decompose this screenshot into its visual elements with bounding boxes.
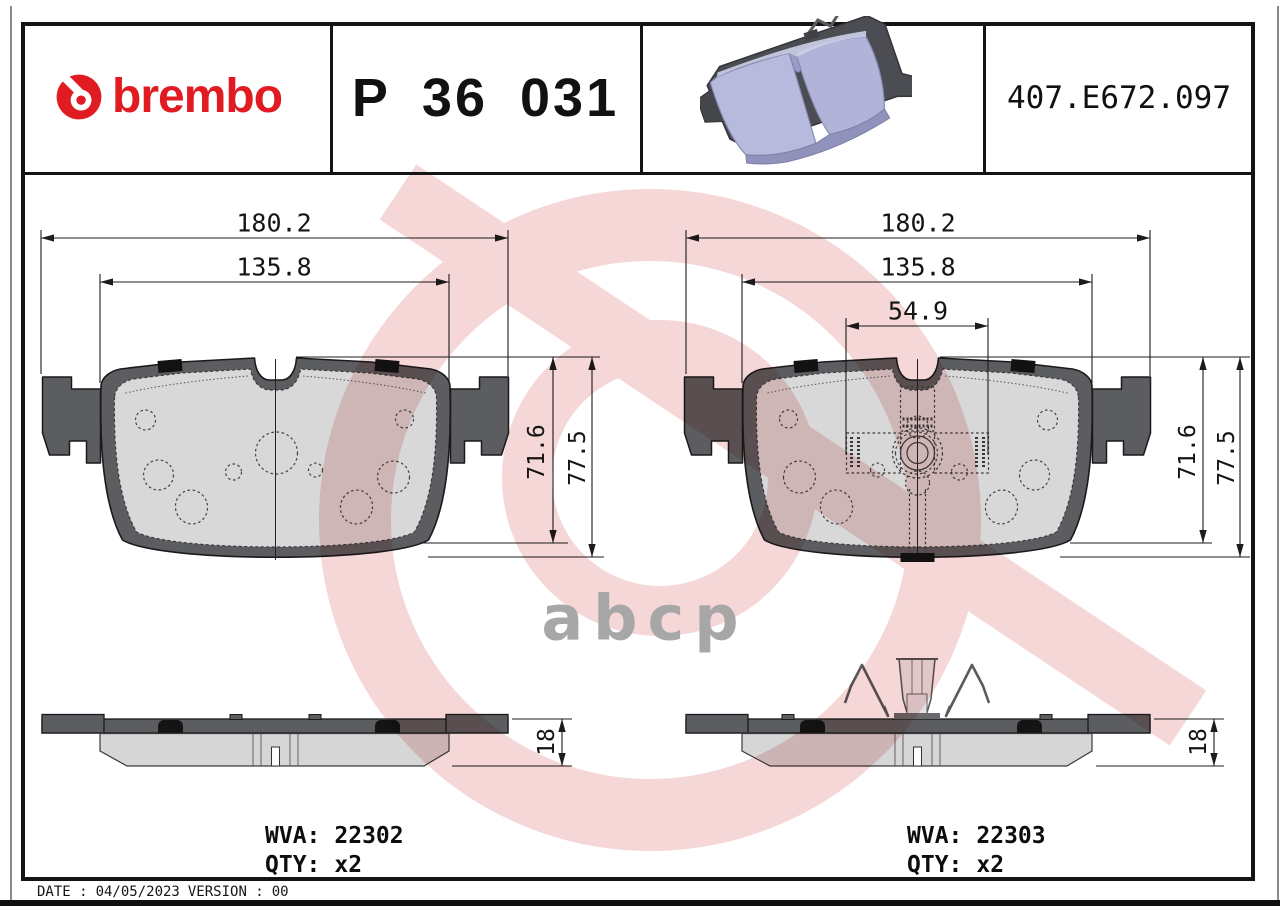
- brembo-logo-mark: [54, 72, 102, 120]
- brand-wordmark: brembo: [112, 70, 283, 123]
- page-border-right: [1277, 6, 1279, 902]
- dim-overall-height-left: 77.5: [565, 430, 591, 486]
- dim-overall-height-right: 77.5: [1214, 430, 1240, 486]
- dim-overall-width-right: 180.2: [880, 208, 956, 238]
- dim-pad-width-right: 135.8: [880, 252, 956, 282]
- footer-version-value: 00: [271, 884, 289, 900]
- header-bottom-line: [21, 172, 1255, 175]
- header-divider-2: [640, 22, 643, 174]
- dim-thickness-left: 18: [534, 728, 560, 756]
- qty-label-right: QTY:: [907, 852, 963, 878]
- qty-value-right: x2: [976, 852, 1005, 878]
- wva-value-left: 22302: [334, 823, 404, 849]
- main-box-border: [21, 22, 1255, 881]
- dim-pad-width-left: 135.8: [236, 252, 312, 282]
- reference-number: 407.E672.097: [1007, 80, 1231, 116]
- header-divider-3: [983, 22, 986, 174]
- footer-line: DATE : 04/05/2023 VERSION : 00: [37, 884, 297, 900]
- dim-pad-height-left: 71.6: [524, 424, 550, 480]
- dim-thickness-right: 18: [1186, 728, 1212, 756]
- header-divider-1: [330, 22, 333, 174]
- wva-label-left: WVA:: [265, 823, 321, 849]
- bottom-bar: [0, 900, 1280, 906]
- part-number: P 36 031: [351, 68, 620, 128]
- dim-overall-width-left: 180.2: [236, 208, 312, 238]
- product-photo-3d: [700, 16, 912, 165]
- footer-version-label: VERSION :: [187, 884, 264, 900]
- wva-block-right: WVA: 22303 QTY: x2: [907, 822, 1046, 880]
- wva-label-right: WVA:: [907, 823, 963, 849]
- qty-value-left: x2: [334, 852, 363, 878]
- page-border-left: [10, 6, 12, 902]
- footer-date-value: 04/05/2023: [95, 884, 180, 900]
- footer-date-label: DATE :: [37, 884, 88, 900]
- dim-pad-height-right: 71.6: [1175, 424, 1201, 480]
- dim-sensor-width-right: 54.9: [887, 296, 949, 326]
- qty-label-left: QTY:: [265, 852, 321, 878]
- wva-value-right: 22303: [976, 823, 1046, 849]
- wva-block-left: WVA: 22302 QTY: x2: [265, 822, 404, 880]
